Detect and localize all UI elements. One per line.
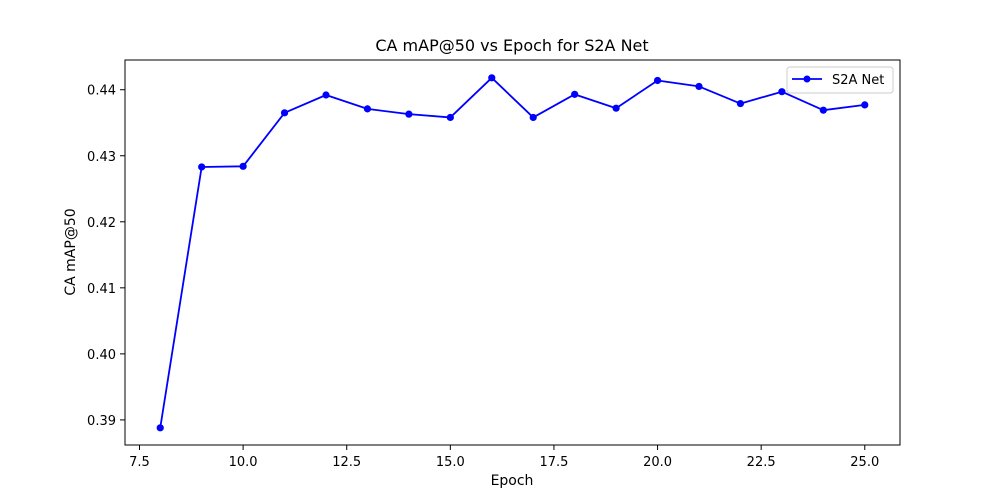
data-point (156, 424, 164, 432)
data-point (363, 105, 372, 113)
y-tick-label: 0.44 (87, 84, 116, 99)
data-point (280, 109, 289, 117)
x-tick-label: 10.0 (229, 455, 258, 470)
data-point (819, 106, 827, 114)
series-line (159, 76, 865, 428)
y-axis: 0.39 0.40 0.41 0.42 0.43 0.44 (87, 84, 125, 429)
legend-marker-swatch (803, 75, 811, 83)
data-point (612, 104, 620, 112)
y-tick-label: 0.41 (87, 282, 116, 297)
legend-box (786, 66, 894, 94)
data-point (239, 162, 247, 170)
legend-label-s2a-net: S2A Net (832, 73, 884, 88)
data-point (695, 82, 703, 91)
y-tick-label: 0.39 (87, 414, 116, 429)
x-tick-label: 15.0 (436, 455, 465, 470)
x-tick-label: 17.5 (539, 455, 568, 470)
data-point (861, 101, 869, 109)
x-tick-label: 25.0 (850, 455, 879, 470)
data-point (653, 76, 662, 85)
data-point (446, 113, 454, 122)
data-point (778, 88, 786, 96)
y-axis-label: CA mAP@50 (63, 208, 79, 295)
x-tick-label: 20.0 (643, 455, 672, 470)
plot-frame (124, 59, 901, 446)
data-point (322, 91, 330, 99)
x-tick-label: 12.5 (332, 455, 361, 470)
data-point (488, 74, 496, 82)
y-tick-label: 0.43 (87, 150, 116, 165)
data-point (405, 110, 413, 118)
legend: S2A Net (786, 66, 894, 94)
series-s2a-net (156, 74, 869, 432)
data-point (198, 163, 206, 171)
x-tick-label: 22.5 (747, 455, 776, 470)
data-point (571, 90, 579, 98)
data-point (736, 99, 745, 108)
y-tick-label: 0.40 (87, 348, 116, 363)
y-tick-label: 0.42 (87, 216, 116, 231)
chart-title: CA mAP@50 vs Epoch for S2A Net (375, 36, 648, 55)
x-axis-label: Epoch (491, 473, 534, 489)
data-point (529, 113, 537, 122)
x-axis: 7.5 10.0 12.5 15.0 17.5 20.0 22.5 25.0 (129, 445, 879, 470)
x-tick-label: 7.5 (129, 455, 150, 470)
